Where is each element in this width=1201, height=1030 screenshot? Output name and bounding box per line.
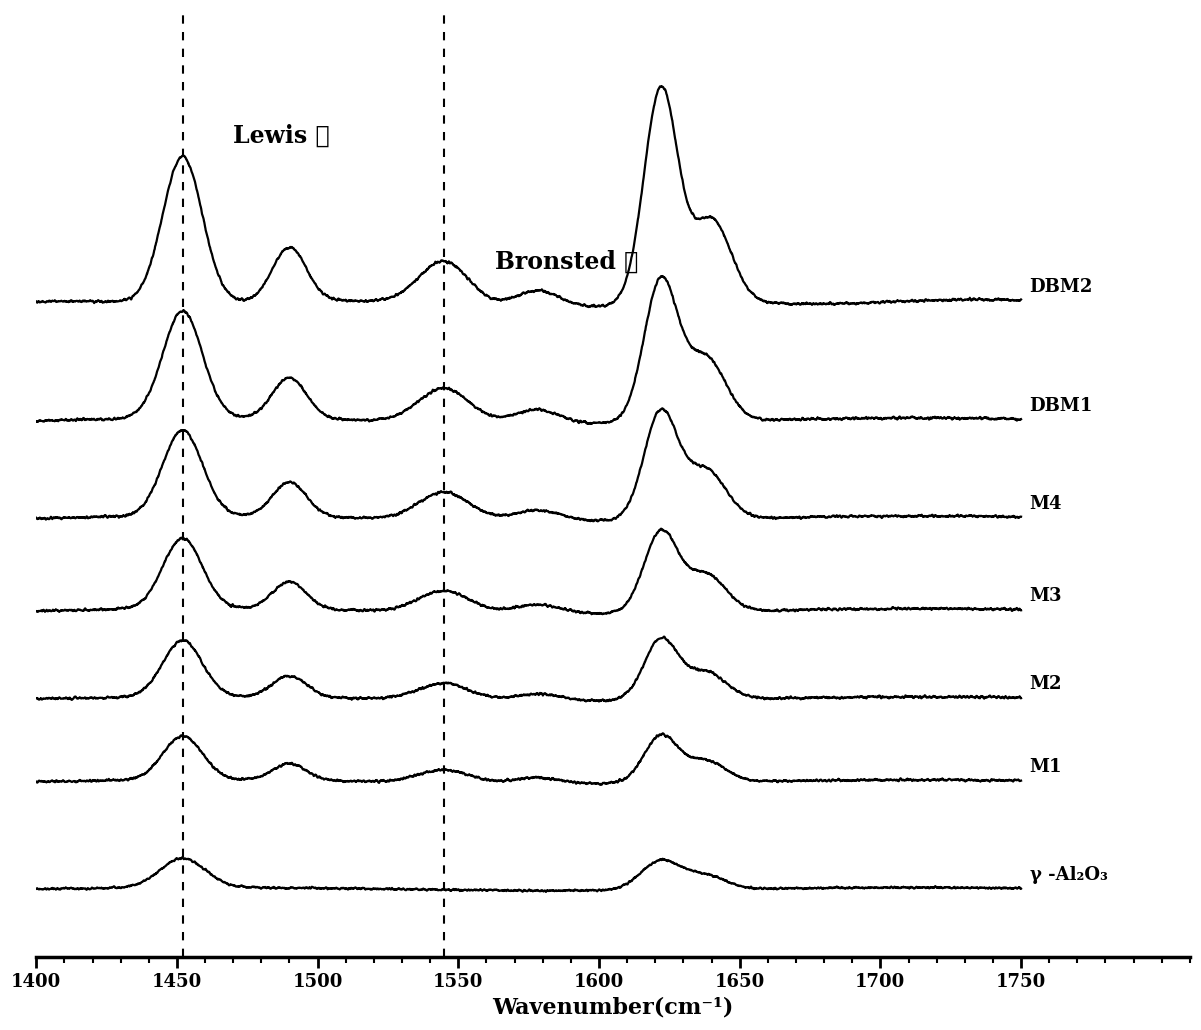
Text: DBM1: DBM1	[1029, 397, 1093, 415]
Text: γ -Al₂O₃: γ -Al₂O₃	[1029, 866, 1107, 884]
Text: Bronsted 酸: Bronsted 酸	[495, 250, 638, 274]
Text: Lewis 酸: Lewis 酸	[233, 124, 330, 147]
Text: M1: M1	[1029, 758, 1062, 777]
Text: M4: M4	[1029, 494, 1062, 513]
Text: DBM2: DBM2	[1029, 278, 1093, 296]
Text: M2: M2	[1029, 676, 1062, 693]
Text: M3: M3	[1029, 587, 1062, 606]
X-axis label: Wavenumber(cm⁻¹): Wavenumber(cm⁻¹)	[492, 997, 734, 1019]
